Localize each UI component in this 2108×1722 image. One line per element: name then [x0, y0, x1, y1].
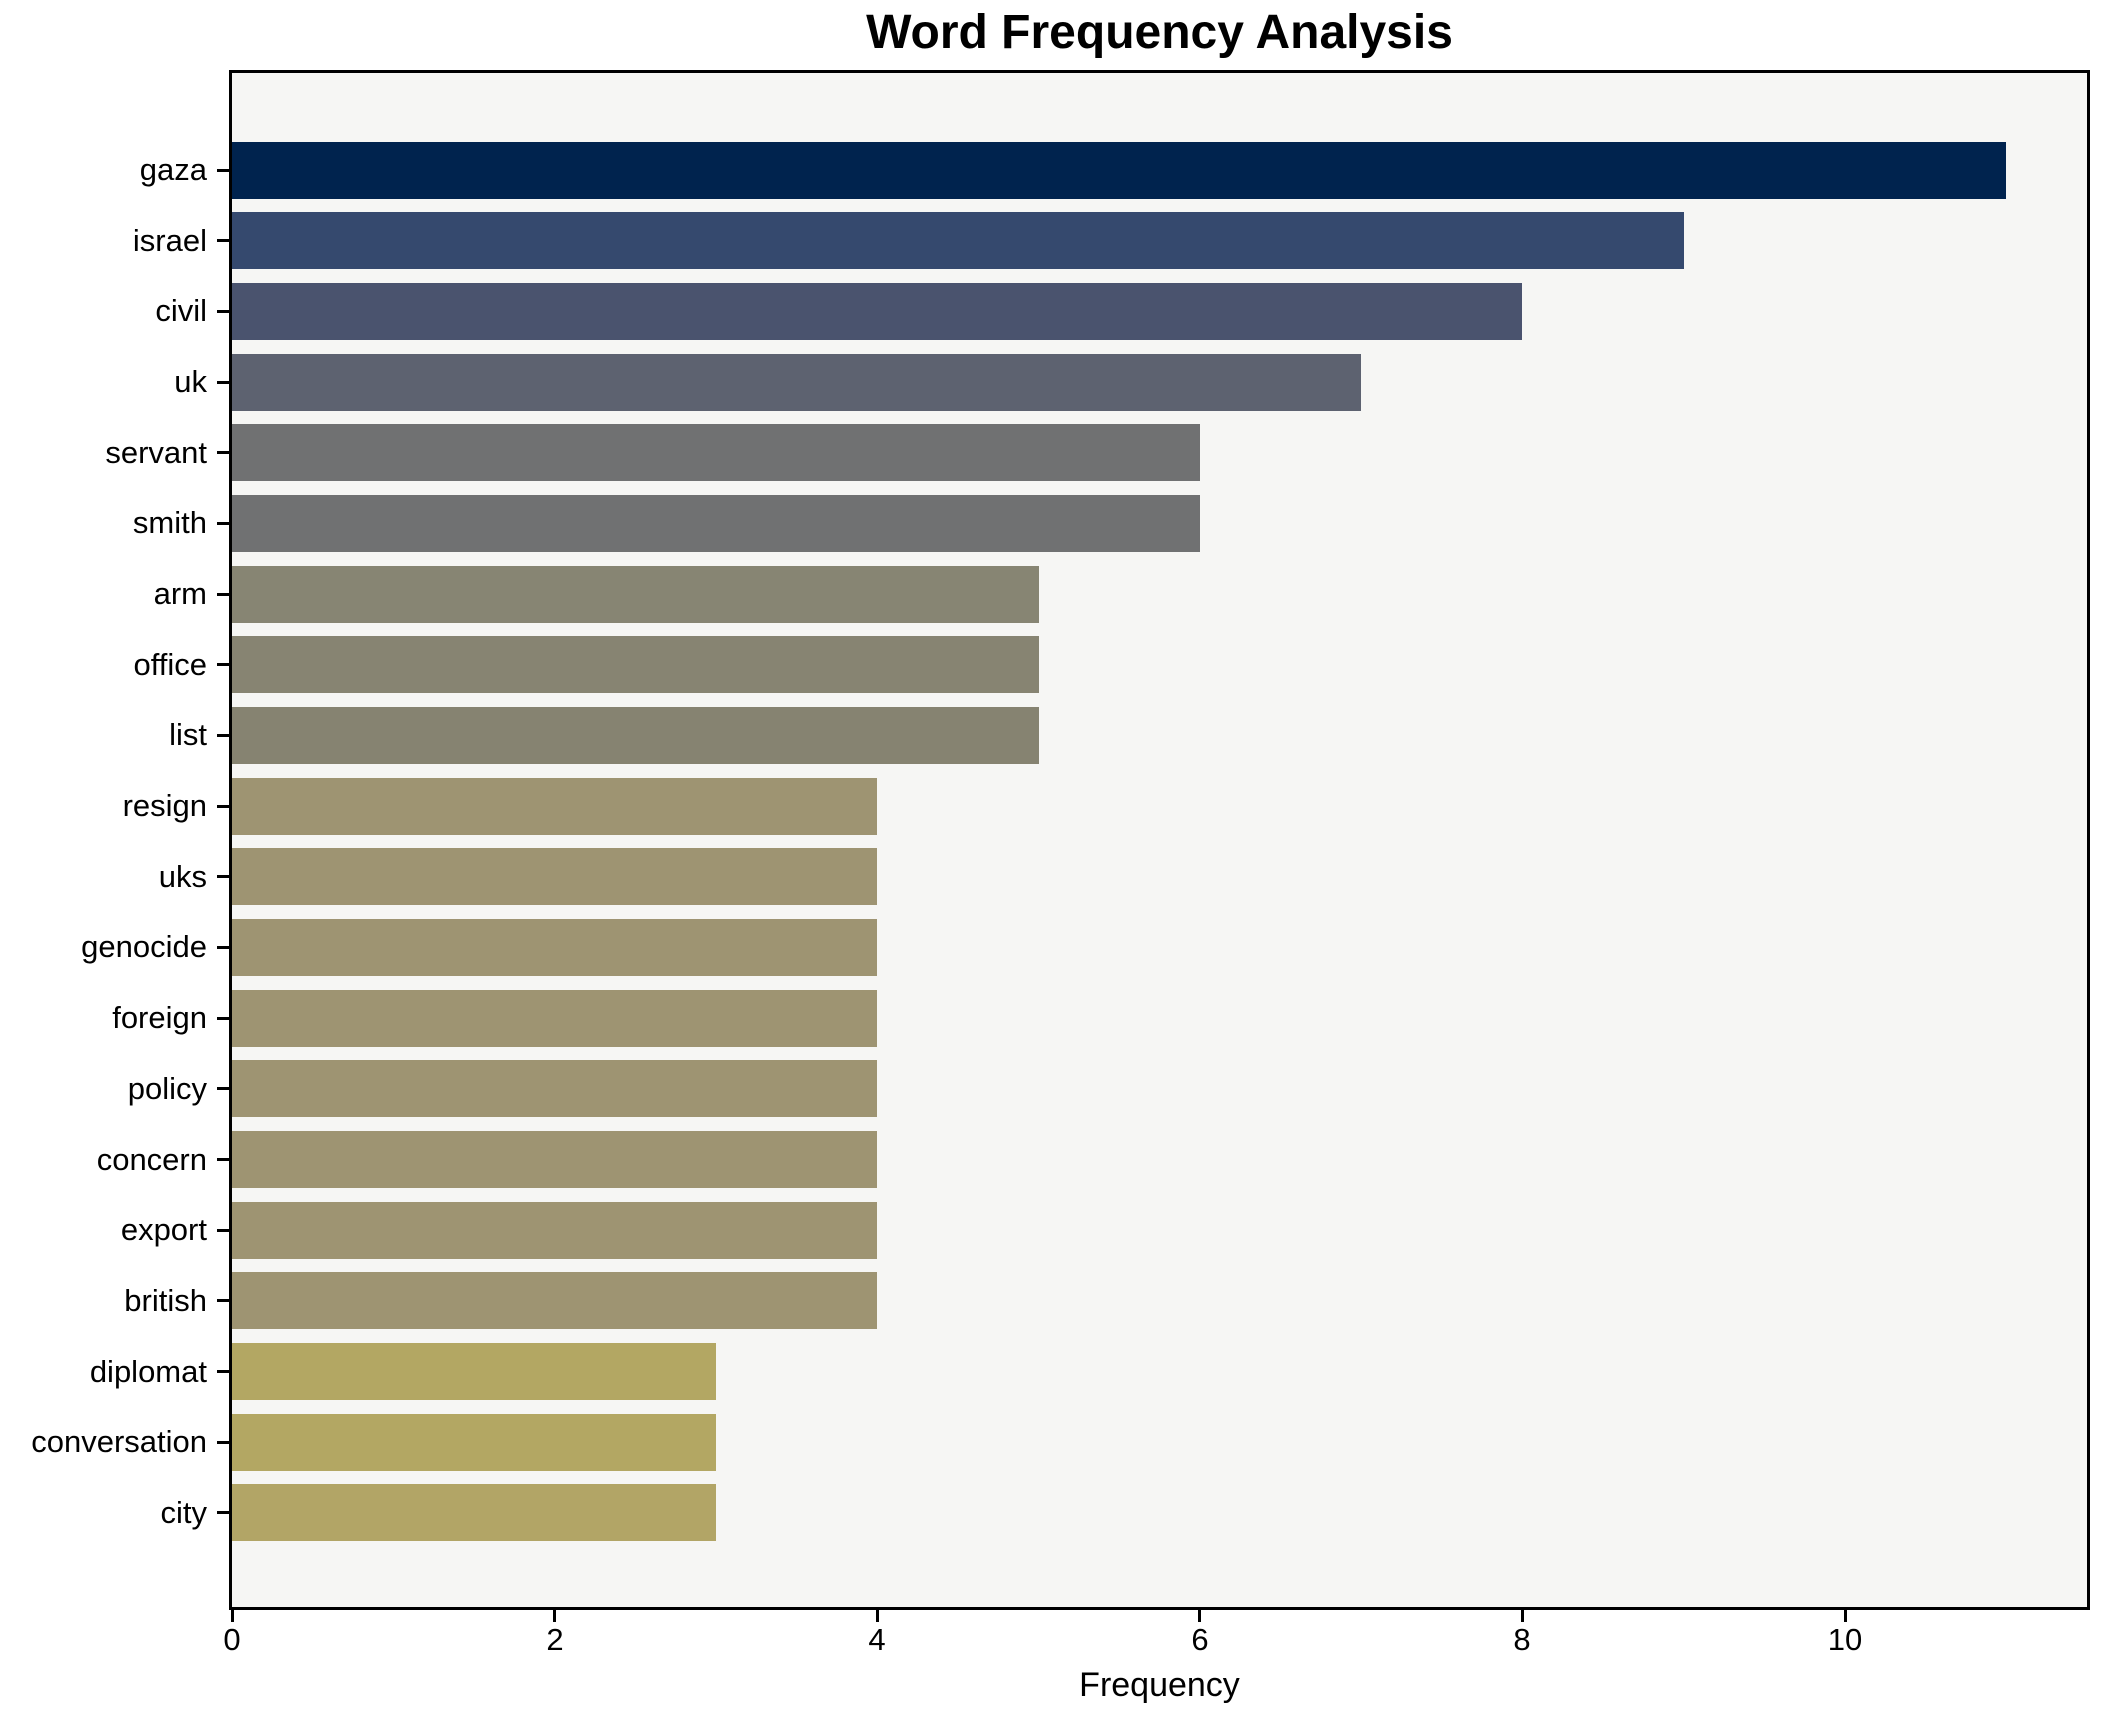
y-tick-mark	[217, 1441, 229, 1444]
bar-uks	[232, 848, 878, 905]
bar-gaza	[232, 142, 2007, 199]
bar-foreign	[232, 990, 878, 1047]
y-tick-mark	[217, 1017, 229, 1020]
bar-uk	[232, 354, 1362, 411]
y-tick-mark	[217, 169, 229, 172]
bar-israel	[232, 212, 1684, 269]
y-tick-mark	[217, 239, 229, 242]
chart-title: Word Frequency Analysis	[866, 6, 1453, 59]
bar-diplomat	[232, 1343, 716, 1400]
x-tick-label-10: 10	[1827, 1622, 1863, 1657]
bar-city	[232, 1484, 716, 1541]
y-tick-label-uks: uks	[158, 859, 207, 894]
bar-resign	[232, 778, 878, 835]
x-tick-label-2: 2	[546, 1622, 564, 1657]
y-tick-label-policy: policy	[127, 1071, 207, 1106]
y-tick-label-servant: servant	[105, 435, 207, 470]
y-tick-label-uk: uk	[174, 364, 207, 399]
y-tick-label-arm: arm	[153, 576, 207, 611]
y-tick-mark	[217, 734, 229, 737]
y-tick-label-office: office	[133, 647, 207, 682]
y-tick-label-foreign: foreign	[112, 1000, 207, 1035]
x-axis-label: Frequency	[1079, 1666, 1240, 1704]
y-tick-mark	[217, 663, 229, 666]
bar-policy	[232, 1060, 878, 1117]
y-tick-label-gaza: gaza	[139, 152, 207, 187]
x-tick-mark	[1198, 1610, 1201, 1622]
x-tick-label-4: 4	[868, 1622, 886, 1657]
y-tick-mark	[217, 1370, 229, 1373]
x-tick-mark	[553, 1610, 556, 1622]
y-tick-mark	[217, 1087, 229, 1090]
bar-concern	[232, 1131, 878, 1188]
bar-british	[232, 1272, 878, 1329]
y-tick-label-export: export	[120, 1212, 207, 1247]
y-tick-mark	[217, 1229, 229, 1232]
y-tick-mark	[217, 1511, 229, 1514]
y-tick-label-list: list	[169, 717, 207, 752]
x-tick-mark	[876, 1610, 879, 1622]
y-axis-labels: gaza israel civil uk servant smith arm office li…	[0, 70, 207, 1610]
bar-smith	[232, 495, 1200, 552]
bar-list	[232, 707, 1039, 764]
y-tick-label-resign: resign	[122, 788, 207, 823]
y-tick-mark	[217, 875, 229, 878]
y-tick-label-concern: concern	[96, 1142, 207, 1177]
plot-area	[229, 70, 2090, 1610]
bar-arm	[232, 566, 1039, 623]
y-tick-label-city: city	[160, 1495, 208, 1530]
y-tick-mark	[217, 310, 229, 313]
y-tick-mark	[217, 805, 229, 808]
x-tick-mark	[231, 1610, 234, 1622]
y-tick-mark	[217, 522, 229, 525]
y-tick-label-civil: civil	[155, 293, 207, 328]
x-tick-label-8: 8	[1513, 1622, 1531, 1657]
x-tick-mark	[1844, 1610, 1847, 1622]
y-tick-label-conversation: conversation	[31, 1424, 207, 1459]
y-tick-mark	[217, 381, 229, 384]
y-tick-label-smith: smith	[132, 505, 207, 540]
y-tick-mark	[217, 1158, 229, 1161]
y-tick-label-genocide: genocide	[81, 929, 207, 964]
bar-servant	[232, 424, 1200, 481]
bar-conversation	[232, 1414, 716, 1471]
x-tick-label-0: 0	[223, 1622, 241, 1657]
y-tick-label-diplomat: diplomat	[89, 1354, 207, 1389]
x-tick-label-6: 6	[1191, 1622, 1209, 1657]
y-tick-mark	[217, 1299, 229, 1302]
y-tick-label-israel: israel	[132, 223, 207, 258]
y-tick-label-british: british	[124, 1283, 207, 1318]
bar-civil	[232, 283, 1523, 340]
bar-office	[232, 636, 1039, 693]
bar-genocide	[232, 919, 878, 976]
y-tick-mark	[217, 946, 229, 949]
bar-export	[232, 1202, 878, 1259]
y-tick-mark	[217, 593, 229, 596]
y-tick-mark	[217, 451, 229, 454]
x-tick-mark	[1521, 1610, 1524, 1622]
